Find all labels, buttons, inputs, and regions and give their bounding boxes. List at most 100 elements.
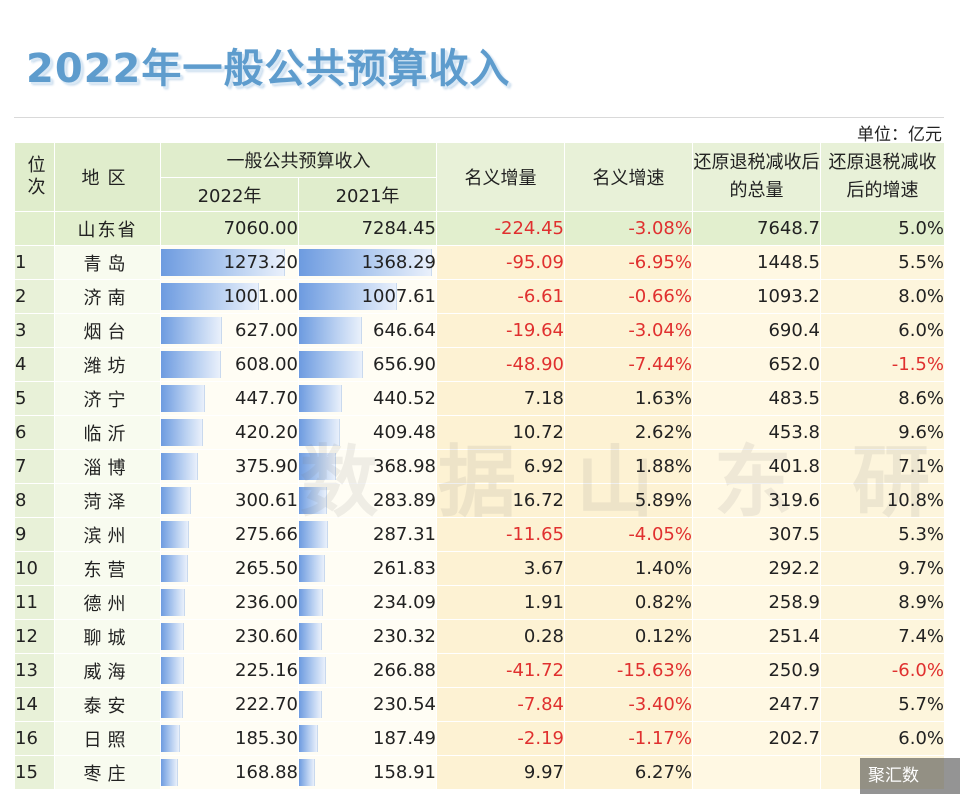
restored-total-cell: 319.6 — [692, 483, 821, 518]
growth-cell: 1.40% — [564, 551, 693, 586]
region-cell: 烟台 — [54, 313, 161, 348]
restored-total-cell: 251.4 — [692, 619, 821, 654]
table-row: 15 枣庄 168.88 158.91 9.97 6.27% — [14, 755, 945, 790]
restored-total-cell: 483.5 — [692, 381, 821, 416]
restored-growth-cell: 5.7% — [820, 687, 945, 722]
value-2021-cell: 283.89 — [298, 483, 437, 518]
increase-cell: -48.90 — [436, 347, 565, 382]
table-row: 3 烟台 627.00 646.64 -19.64 -3.04% 690.4 6.0% — [14, 313, 945, 348]
region-cell: 德州 — [54, 585, 161, 620]
header-nominal-growth: 名义增速 — [564, 142, 693, 212]
restored-growth-cell: 5.3% — [820, 517, 945, 552]
restored-total-cell: 652.0 — [692, 347, 821, 382]
table-row: 8 菏泽 300.61 283.89 16.72 5.89% 319.6 10.8% — [14, 483, 945, 518]
growth-cell: 0.12% — [564, 619, 693, 654]
value-2021-cell: 261.83 — [298, 551, 437, 586]
restored-growth-cell: 9.7% — [820, 551, 945, 586]
restored-total-cell: 250.9 — [692, 653, 821, 688]
value-bar — [161, 759, 178, 786]
table-row: 5 济宁 447.70 440.52 7.18 1.63% 483.5 8.6% — [14, 381, 945, 416]
region-cell: 淄博 — [54, 449, 161, 484]
rank-cell: 13 — [14, 653, 55, 688]
restored-growth-cell: 8.6% — [820, 381, 945, 416]
page-title: 2022年一般公共预算收入 — [26, 46, 511, 92]
growth-cell: -7.44% — [564, 347, 693, 382]
value-2021-cell: 656.90 — [298, 347, 437, 382]
value-bar — [161, 623, 184, 650]
restored-growth-cell: 8.0% — [820, 279, 945, 314]
value-bar — [299, 317, 362, 344]
increase-cell: 6.92 — [436, 449, 565, 484]
value-2021-cell: 368.98 — [298, 449, 437, 484]
restored-total-cell: 292.2 — [692, 551, 821, 586]
region-cell: 泰安 — [54, 687, 161, 722]
region-cell: 日照 — [54, 721, 161, 756]
value-bar — [299, 623, 322, 650]
increase-cell: 9.97 — [436, 755, 565, 790]
region-cell: 枣庄 — [54, 755, 161, 790]
province-total: 7648.7 — [692, 211, 821, 246]
value-bar — [299, 691, 322, 718]
increase-cell: 16.72 — [436, 483, 565, 518]
increase-cell: -2.19 — [436, 721, 565, 756]
value-bar — [299, 589, 323, 616]
header-rank: 位次 — [14, 142, 55, 212]
province-row: 山东省 7060.00 7284.45 -224.45 -3.08% 7648.… — [14, 211, 945, 246]
value-2022-cell: 275.66 — [160, 517, 299, 552]
table-row: 13 威海 225.16 266.88 -41.72 -15.63% 250.9 -6.0% — [14, 653, 945, 688]
value-2022-cell: 265.50 — [160, 551, 299, 586]
growth-cell: 5.89% — [564, 483, 693, 518]
value-bar — [161, 691, 183, 718]
restored-growth-cell: 10.8% — [820, 483, 945, 518]
increase-cell: -7.84 — [436, 687, 565, 722]
value-2021-cell: 230.32 — [298, 619, 437, 654]
value-bar — [299, 419, 340, 446]
table-row: 7 淄博 375.90 368.98 6.92 1.88% 401.8 7.1% — [14, 449, 945, 484]
value-bar — [299, 555, 325, 582]
increase-cell: 10.72 — [436, 415, 565, 450]
restored-growth-cell: 7.1% — [820, 449, 945, 484]
growth-cell: -1.17% — [564, 721, 693, 756]
growth-cell: -3.40% — [564, 687, 693, 722]
value-2021-cell: 287.31 — [298, 517, 437, 552]
value-bar — [161, 385, 205, 412]
value-bar — [161, 521, 189, 548]
increase-cell: 3.67 — [436, 551, 565, 586]
restored-total-cell: 1448.5 — [692, 245, 821, 280]
value-2022-cell: 420.20 — [160, 415, 299, 450]
region-cell: 聊城 — [54, 619, 161, 654]
increase-cell: 1.91 — [436, 585, 565, 620]
value-2022-cell: 300.61 — [160, 483, 299, 518]
table-row: 4 潍坊 608.00 656.90 -48.90 -7.44% 652.0 -1.5% — [14, 347, 945, 382]
value-bar — [161, 249, 285, 276]
value-2021-cell: 646.64 — [298, 313, 437, 348]
header-2021: 2021年 — [298, 177, 437, 212]
restored-growth-cell: 8.9% — [820, 585, 945, 620]
restored-total-cell: 401.8 — [692, 449, 821, 484]
value-bar — [299, 521, 328, 548]
value-2022-cell: 1001.00 — [160, 279, 299, 314]
restored-total-cell: 453.8 — [692, 415, 821, 450]
restored-growth-cell: 9.6% — [820, 415, 945, 450]
growth-cell: -0.66% — [564, 279, 693, 314]
rank-cell: 12 — [14, 619, 55, 654]
province-2021: 7284.45 — [298, 211, 437, 246]
header-region: 地区 — [54, 142, 161, 212]
value-2022-cell: 236.00 — [160, 585, 299, 620]
value-2021-cell: 234.09 — [298, 585, 437, 620]
value-bar — [161, 555, 188, 582]
rank-cell: 4 — [14, 347, 55, 382]
value-2022-cell: 1273.20 — [160, 245, 299, 280]
source-badge: 聚汇数 — [860, 758, 960, 794]
value-bar — [299, 283, 397, 310]
value-2022-cell: 168.88 — [160, 755, 299, 790]
value-2021-cell: 409.48 — [298, 415, 437, 450]
value-bar — [161, 317, 222, 344]
region-cell: 潍坊 — [54, 347, 161, 382]
growth-cell: 1.88% — [564, 449, 693, 484]
increase-cell: 0.28 — [436, 619, 565, 654]
unit-label: 单位：亿元 — [857, 125, 942, 145]
value-bar — [299, 725, 318, 752]
restored-total-cell: 258.9 — [692, 585, 821, 620]
value-bar — [299, 453, 336, 480]
